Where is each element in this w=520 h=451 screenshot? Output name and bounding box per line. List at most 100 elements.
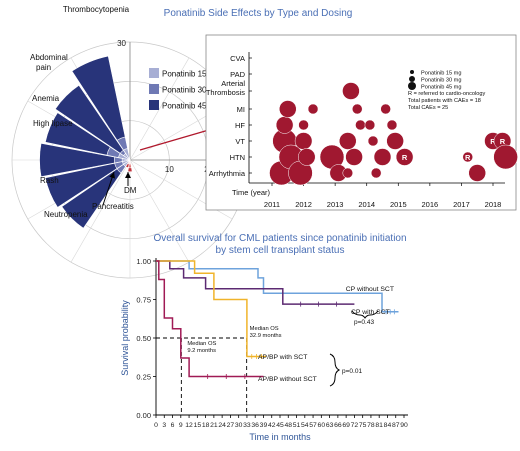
bubble-point	[494, 145, 518, 169]
km-x-tick-label: 66	[334, 422, 342, 429]
bubble-x-tick-label: 2013	[327, 200, 344, 209]
bubble-point	[308, 104, 318, 114]
km-x-tick-label: 3	[162, 422, 166, 429]
km-x-tick-label: 78	[367, 422, 375, 429]
km-x-tick-label: 48	[284, 422, 292, 429]
km-x-tick-label: 24	[218, 422, 226, 429]
bubble-legend-note: R = referred to cardio-oncology	[408, 91, 485, 97]
km-x-tick-label: 30	[235, 422, 243, 429]
bubble-x-tick-label: 2017	[453, 200, 470, 209]
bubble-category-label: HF	[235, 121, 245, 130]
bubble-point	[279, 101, 296, 118]
bubble-category-label: PAD	[230, 70, 245, 79]
km-x-tick-label: 6	[171, 422, 175, 429]
bubble-legend-dot	[410, 70, 414, 74]
bubble-x-tick-label: 2014	[358, 200, 375, 209]
bubble-point	[339, 133, 356, 150]
bubble-point	[387, 120, 397, 130]
bubble-category-label: CVA	[230, 54, 245, 63]
bubble-category-label: Arrhythmia	[209, 169, 246, 178]
km-title: Overall survival for CML patients since …	[153, 233, 406, 244]
km-series-label: CP without SCT	[346, 286, 394, 293]
km-x-tick-label: 87	[392, 422, 400, 429]
bubble-point	[343, 168, 353, 178]
bubble-legend-label: Ponatinib 30 mg	[421, 78, 461, 84]
bubble-point	[299, 120, 309, 130]
km-x-tick-label: 72	[351, 422, 359, 429]
bubble-point	[374, 149, 391, 166]
top-title: Ponatinib Side Effects by Type and Dosin…	[164, 8, 353, 19]
km-y-tick-label: 0.50	[136, 334, 151, 343]
bubble-x-tick-label: 2016	[422, 200, 439, 209]
km-x-tick-label: 21	[210, 422, 218, 429]
polar-category-label: Rash	[40, 176, 59, 185]
bubble-legend-label: Ponatinib 15 mg	[421, 71, 461, 77]
bubble-point	[469, 165, 486, 182]
polar-category-label: High lipase	[33, 119, 73, 128]
km-series-label: AP/BP without SCT	[258, 376, 317, 383]
km-y-tick-label: 1.00	[136, 257, 151, 266]
bubble-legend-note: Total patients with CAEs = 18	[408, 98, 481, 104]
km-x-tick-label: 39	[260, 422, 268, 429]
bubble-referral-mark: R	[500, 137, 506, 146]
bubble-referral-mark: R	[465, 153, 471, 162]
km-x-label: Time in months	[249, 432, 311, 442]
km-brace-apbp	[330, 354, 339, 386]
polar-tick-label: 10	[165, 165, 174, 174]
km-x-tick-label: 15	[194, 422, 202, 429]
polar-legend-swatch	[149, 84, 159, 94]
km-y-tick-label: 0.25	[136, 373, 151, 382]
polar-category-label: Abdominal pain	[30, 53, 68, 72]
km-x-tick-label: 63	[326, 422, 334, 429]
km-x-tick-label: 69	[342, 422, 350, 429]
km-x-tick-label: 12	[185, 422, 193, 429]
km-series-cp-with-sct	[156, 261, 354, 304]
bubble-category-label: VT	[235, 137, 245, 146]
km-subtitle: by stem cell transplant status	[216, 245, 345, 256]
bubble-point	[346, 149, 363, 166]
bubble-point	[276, 117, 293, 134]
bubble-point	[355, 120, 365, 130]
bubble-point	[387, 133, 404, 150]
bubble-x-tick-label: 2018	[485, 200, 502, 209]
survival-chart: 0.000.250.500.751.000 3 6 9 12 15 18 21 24 27 30 33…	[120, 257, 408, 442]
bubble-legend-note: Total CAEs = 25	[408, 105, 448, 111]
km-x-tick-label: 51	[293, 422, 301, 429]
km-y-label: Survival probability	[120, 300, 130, 376]
km-x-tick-label: 27	[227, 422, 235, 429]
bubble-x-tick-label: 2015	[390, 200, 407, 209]
polar-legend-swatch	[149, 100, 159, 110]
polar-grid-spoke	[130, 160, 189, 262]
km-pvalue: p=0.43	[354, 319, 374, 326]
km-x-tick-label: 0	[154, 422, 158, 429]
polar-category-label: Neutropenia	[44, 210, 88, 219]
km-median-label: Median OS 9.2 months	[187, 341, 216, 354]
bubble-point	[352, 104, 362, 114]
km-x-tick-label: 54	[301, 422, 309, 429]
km-y-tick-label: 0.00	[136, 411, 151, 420]
km-series-label: AP/BP with SCT	[258, 354, 307, 361]
bubble-point	[365, 120, 375, 130]
bubble-legend-label: Ponatinib 45 mg	[421, 85, 461, 91]
km-y-tick-label: 0.75	[136, 296, 151, 305]
km-x-tick-label: 60	[318, 422, 326, 429]
km-x-tick-label: 84	[384, 422, 392, 429]
polar-tick-label: 30	[117, 39, 126, 48]
polar-category-label: DM	[124, 186, 137, 195]
bubble-x-tick-label: 2012	[295, 200, 312, 209]
km-x-tick-label: 57	[309, 422, 317, 429]
bubble-point	[371, 168, 381, 178]
polar-category-label: Anemia	[32, 94, 60, 103]
bubble-point	[298, 149, 315, 166]
km-x-tick-label: 81	[375, 422, 383, 429]
bubble-point	[342, 83, 359, 100]
bubble-legend-dot	[409, 76, 415, 82]
km-x-tick-label: 45	[276, 422, 284, 429]
bubble-category-label: HTN	[230, 153, 245, 162]
bubble-x-tick-label: 2011	[264, 200, 280, 209]
km-x-tick-label: 36	[251, 422, 259, 429]
km-x-tick-label: 42	[268, 422, 276, 429]
km-pvalue: p=0.01	[342, 368, 362, 375]
bubble-point	[295, 133, 312, 150]
